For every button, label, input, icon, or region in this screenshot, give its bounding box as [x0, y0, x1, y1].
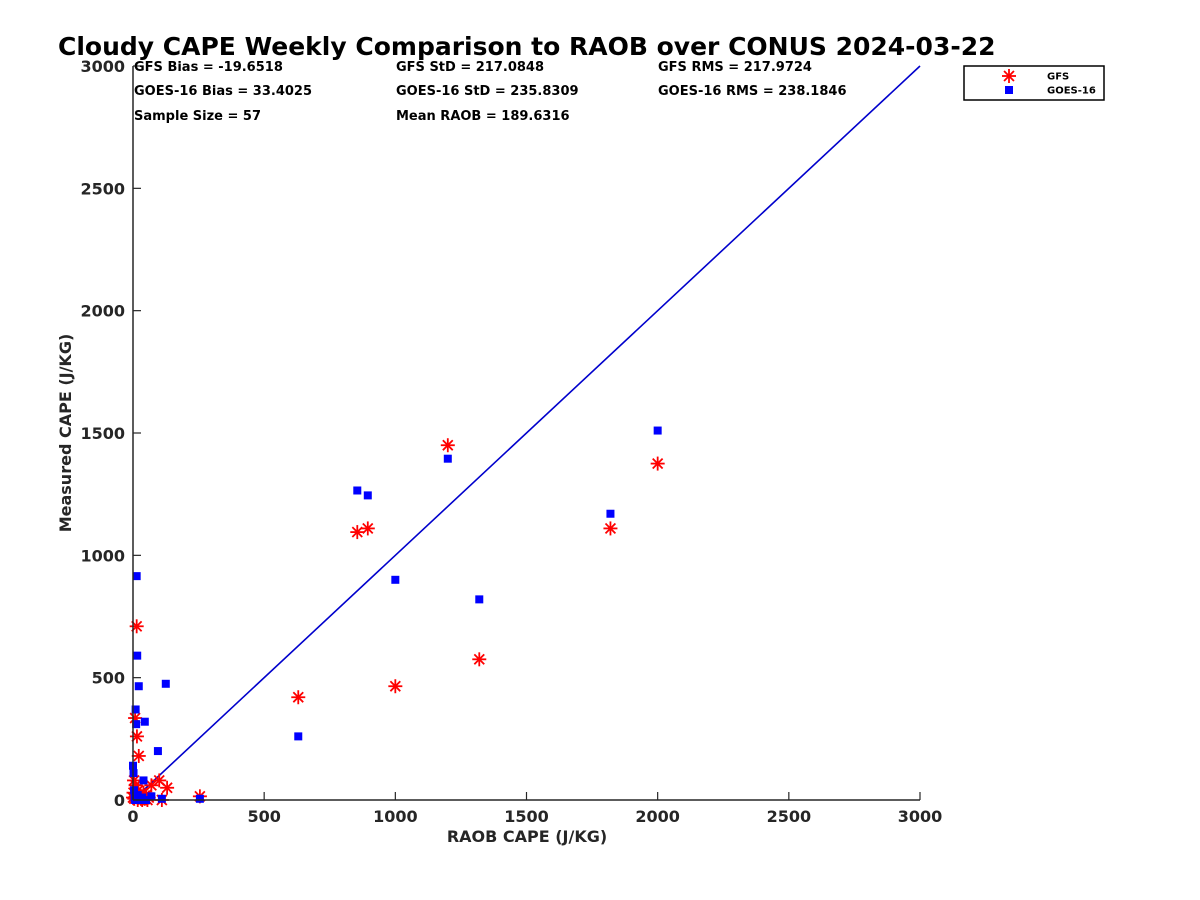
- goes16-point: [147, 792, 156, 801]
- goes16-point: [153, 747, 162, 756]
- goes16-point: [161, 679, 170, 688]
- goes16-point: [132, 720, 141, 729]
- gfs-point: [603, 521, 618, 536]
- goes16-point: [130, 786, 139, 795]
- goes16-point: [294, 732, 303, 741]
- x-tick-label: 1500: [504, 807, 549, 826]
- x-tick-label: 2000: [635, 807, 680, 826]
- y-tick-label: 1500: [80, 424, 125, 443]
- x-tick-label: 1000: [373, 807, 418, 826]
- goes16-point: [443, 454, 452, 463]
- goes16-point: [391, 575, 400, 584]
- goes16-point: [653, 426, 662, 435]
- gfs-point: [129, 729, 144, 744]
- legend: GFS GOES-16: [963, 65, 1105, 101]
- goes16-point: [131, 705, 140, 714]
- x-tick-label: 0: [127, 807, 138, 826]
- series-gfs: [126, 438, 665, 807]
- stat-annotation: GFS StD = 217.0848: [396, 60, 544, 75]
- legend-gfs-marker: [1002, 69, 1016, 83]
- legend-box: [963, 65, 1105, 101]
- stat-annotation: GOES-16 StD = 235.8309: [396, 84, 579, 99]
- goes16-point: [363, 491, 372, 500]
- gfs-point: [440, 438, 455, 453]
- goes16-point: [353, 486, 362, 495]
- y-tick-label: 2500: [80, 179, 125, 198]
- y-tick-label: 2000: [80, 302, 125, 321]
- stat-annotation: Sample Size = 57: [134, 109, 261, 124]
- stat-annotation: Mean RAOB = 189.6316: [396, 109, 570, 124]
- gfs-point: [144, 778, 159, 793]
- goes16-point: [157, 794, 166, 803]
- statistics-annotations: GFS Bias = -19.6518 GOES-16 Bias = 33.402…: [134, 60, 847, 124]
- gfs-point: [160, 780, 175, 795]
- x-axis-label: RAOB CAPE (J/KG): [447, 827, 607, 846]
- legend-goes16-marker: [1005, 86, 1013, 94]
- stat-annotation: GOES-16 RMS = 238.1846: [658, 84, 847, 99]
- legend-label: GFS: [1047, 72, 1069, 83]
- stat-annotation: GFS Bias = -19.6518: [134, 60, 283, 75]
- y-tick-label: 1000: [80, 546, 125, 565]
- gfs-point: [650, 456, 665, 471]
- y-axis-label: Measured CAPE (J/KG): [56, 334, 75, 533]
- y-tick-label: 3000: [80, 57, 125, 76]
- y-tick-label: 500: [92, 669, 125, 688]
- legend-label: GOES-16: [1047, 86, 1096, 97]
- gfs-point: [129, 619, 144, 634]
- goes16-point: [132, 572, 141, 581]
- gfs-point: [472, 652, 487, 667]
- gfs-point: [360, 521, 375, 536]
- x-tick-label: 2500: [767, 807, 812, 826]
- goes16-point: [475, 595, 484, 604]
- y-tick-label: 0: [114, 791, 125, 810]
- goes16-point: [134, 682, 143, 691]
- gfs-point: [131, 748, 146, 763]
- gfs-point: [350, 525, 365, 540]
- goes16-point: [133, 651, 142, 660]
- gfs-point: [291, 690, 306, 705]
- series-goes-16: [129, 426, 662, 804]
- goes16-point: [140, 717, 149, 726]
- goes16-point: [606, 509, 615, 518]
- stat-annotation: GOES-16 Bias = 33.4025: [134, 84, 312, 99]
- gfs-point: [388, 679, 403, 694]
- one-to-one-line: [132, 65, 921, 801]
- x-tick-label: 3000: [898, 807, 943, 826]
- axes: 0 500 1000 1500 2000 2500 3000 0 500 1000 1500 2000…: [80, 57, 942, 826]
- x-tick-label: 500: [247, 807, 280, 826]
- goes16-point: [139, 776, 148, 785]
- chart-title: Cloudy CAPE Weekly Comparison to RAOB ov…: [58, 32, 996, 61]
- data-marks: [126, 426, 665, 807]
- stat-annotation: GFS RMS = 217.9724: [658, 60, 812, 75]
- goes16-point: [195, 794, 204, 803]
- reference-line-layer: [132, 65, 921, 801]
